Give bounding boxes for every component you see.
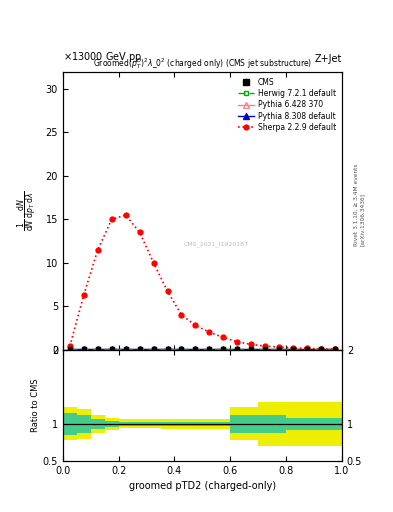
Legend: CMS, Herwig 7.2.1 default, Pythia 6.428 370, Pythia 8.308 default, Sherpa 2.2.9 : CMS, Herwig 7.2.1 default, Pythia 6.428 … bbox=[235, 75, 338, 134]
Text: CMS_2021_I1920187: CMS_2021_I1920187 bbox=[184, 241, 249, 247]
Y-axis label: Ratio to CMS: Ratio to CMS bbox=[31, 378, 40, 432]
Title: Groomed$(p_T^D)^2\lambda\_0^2$ (charged only) (CMS jet substructure): Groomed$(p_T^D)^2\lambda\_0^2$ (charged … bbox=[93, 56, 312, 71]
Y-axis label: $\frac{1}{\mathrm{d}N}\,\frac{\mathrm{d}N}{\mathrm{d}p_T\,\mathrm{d}\lambda}$: $\frac{1}{\mathrm{d}N}\,\frac{\mathrm{d}… bbox=[16, 190, 40, 231]
X-axis label: groomed pTD2 (charged-only): groomed pTD2 (charged-only) bbox=[129, 481, 276, 491]
Text: Z+Jet: Z+Jet bbox=[314, 54, 342, 64]
Text: $\times$13000 GeV pp: $\times$13000 GeV pp bbox=[63, 50, 142, 64]
Text: Rivet 3.1.10, ≥ 3.4M events
[arXiv:1306.3436]: Rivet 3.1.10, ≥ 3.4M events [arXiv:1306.… bbox=[354, 163, 364, 246]
